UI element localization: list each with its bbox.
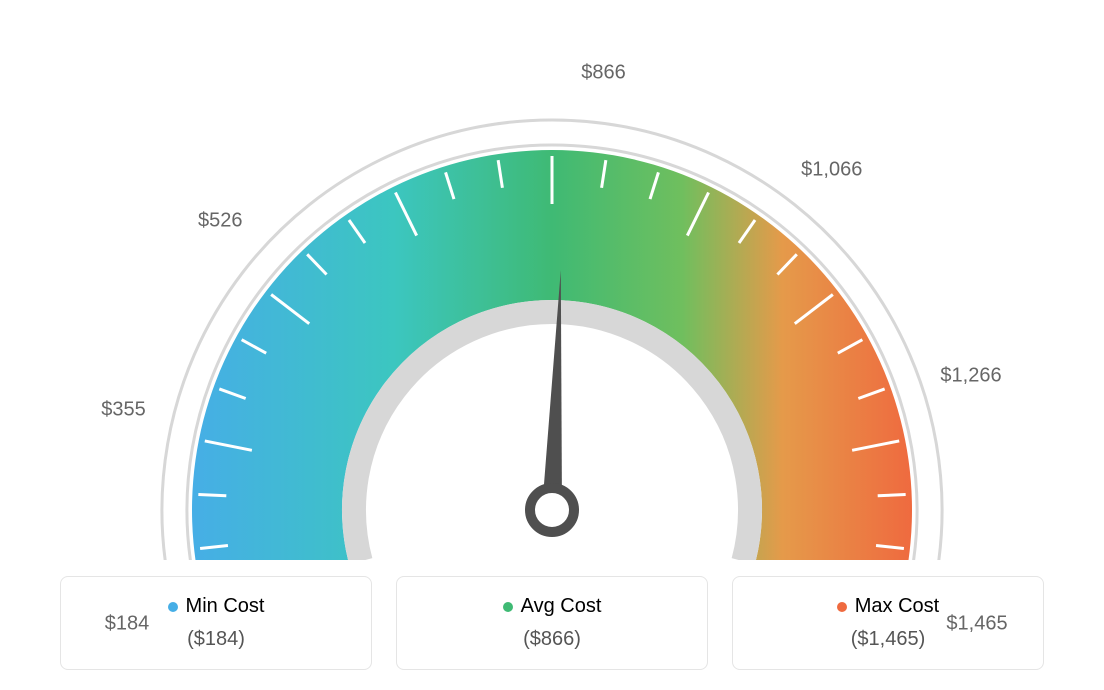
gauge-tick-minor — [878, 495, 906, 496]
gauge-tick-label: $526 — [198, 209, 243, 232]
gauge-tick-label: $355 — [101, 398, 146, 421]
legend-row: Min Cost ($184) Avg Cost ($866) Max Cost… — [0, 576, 1104, 670]
gauge-tick-minor — [198, 495, 226, 496]
legend-label-min: Min Cost — [186, 595, 265, 618]
gauge-hub — [530, 488, 574, 532]
legend-card-avg: Avg Cost ($866) — [396, 576, 708, 670]
gauge-svg — [0, 0, 1104, 560]
legend-value-min: ($184) — [187, 628, 245, 651]
legend-title-max: Max Cost — [837, 595, 939, 618]
legend-title-min: Min Cost — [168, 595, 265, 618]
legend-label-avg: Avg Cost — [521, 595, 602, 618]
legend-value-avg: ($866) — [523, 628, 581, 651]
legend-dot-max — [837, 602, 847, 612]
legend-card-min: Min Cost ($184) — [60, 576, 372, 670]
legend-card-max: Max Cost ($1,465) — [732, 576, 1044, 670]
legend-dot-avg — [503, 602, 513, 612]
legend-label-max: Max Cost — [855, 595, 939, 618]
legend-value-max: ($1,465) — [851, 628, 926, 651]
gauge-tick-label: $866 — [581, 62, 626, 85]
legend-dot-min — [168, 602, 178, 612]
legend-title-avg: Avg Cost — [503, 595, 602, 618]
cost-gauge-chart: { "gauge": { "type": "gauge", "cx": 552,… — [0, 0, 1104, 690]
gauge-tick-label: $1,066 — [801, 159, 862, 182]
gauge-tick-label: $1,266 — [940, 364, 1001, 387]
